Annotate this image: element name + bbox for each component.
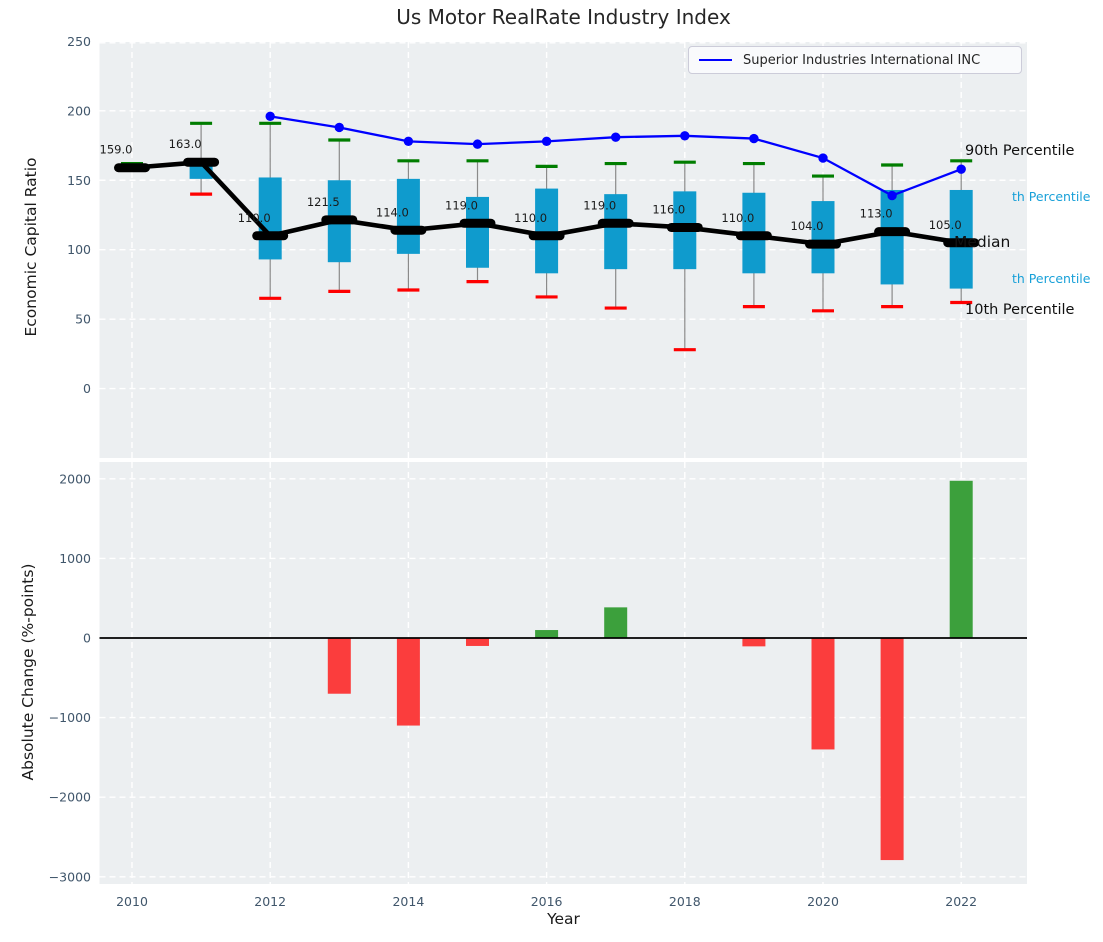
median-marker-2010: [114, 163, 150, 173]
median-marker-2019: [735, 231, 772, 241]
change-bar-2022: [949, 480, 973, 638]
median-marker-2020: [805, 239, 841, 249]
change-bar-2020: [811, 638, 835, 750]
top-y-tick-200: 200: [67, 103, 91, 118]
median-value-label-2017: 119.0: [583, 198, 616, 212]
iqr-box-2017: [604, 194, 628, 270]
chart-title: Us Motor RealRate Industry Index: [396, 5, 731, 29]
x-tick-2016: 2016: [531, 894, 563, 909]
iqr-box-2015: [466, 196, 489, 268]
median-label: Median: [954, 233, 1011, 251]
x-tick-2010: 2010: [116, 894, 148, 909]
top-y-tick-150: 150: [67, 173, 91, 188]
change-bar-2019: [742, 638, 766, 647]
median-marker-2021: [874, 227, 911, 237]
percentile-25-label: th Percentile: [1012, 271, 1091, 286]
x-tick-2022: 2022: [945, 894, 977, 909]
change-bar-2014: [396, 638, 420, 726]
median-marker-2013: [321, 215, 358, 225]
percentile-75-label: th Percentile: [1012, 189, 1091, 204]
median-marker-2016: [528, 231, 565, 241]
median-value-label-2021: 113.0: [860, 207, 893, 221]
top-y-tick-0: 0: [83, 381, 91, 396]
legend-line-sample: [699, 59, 732, 61]
company-point-2017: [611, 132, 621, 142]
company-point-2019: [749, 133, 759, 144]
x-tick-2020: 2020: [807, 894, 839, 909]
change-bar-2016: [535, 630, 559, 638]
company-point-2022: [956, 164, 966, 174]
x-tick-2014: 2014: [392, 894, 424, 909]
bottom-y-tick--1000: −1000: [49, 710, 91, 725]
top-y-tick-50: 50: [75, 312, 91, 327]
company-point-2020: [818, 153, 828, 163]
x-axis-label: Year: [547, 910, 580, 928]
median-value-label-2011: 163.0: [169, 137, 202, 151]
median-marker-2012: [252, 231, 289, 241]
x-tick-2012: 2012: [254, 894, 286, 909]
change-bar-2013: [327, 638, 351, 694]
percentile-10-label: 10th Percentile: [965, 302, 1075, 318]
median-marker-2018: [666, 222, 703, 232]
legend: Superior Industries International INC: [688, 46, 1022, 74]
company-point-2012: [265, 111, 275, 122]
top-y-axis-label: Economic Capital Ratio: [22, 157, 40, 337]
company-point-2013: [334, 122, 344, 133]
bottom-y-tick--2000: −2000: [49, 790, 91, 805]
median-marker-2015: [459, 218, 496, 228]
top-y-tick-250: 250: [67, 34, 91, 49]
median-value-label-2013: 121.5: [307, 195, 340, 209]
bottom-y-tick-1000: 1000: [59, 551, 91, 566]
median-marker-2022: [943, 238, 980, 248]
median-marker-2014: [390, 225, 427, 235]
median-value-label-2022: 105.0: [929, 218, 962, 232]
company-point-2014: [403, 136, 414, 147]
median-value-label-2010: 159.0: [100, 143, 133, 157]
iqr-box-2016: [535, 188, 559, 274]
bottom-y-axis-label: Absolute Change (%-points): [19, 563, 37, 781]
company-point-2018: [680, 131, 690, 141]
legend-label: Superior Industries International INC: [743, 52, 981, 68]
company-point-2016: [541, 136, 552, 147]
bottom-y-tick-0: 0: [83, 631, 91, 646]
iqr-box-2021: [880, 189, 904, 285]
change-bar-2017: [604, 607, 628, 638]
company-point-2015: [472, 139, 483, 149]
median-value-label-2014: 114.0: [376, 205, 409, 219]
median-value-label-2020: 104.0: [791, 219, 824, 233]
median-value-label-2012: 110.0: [238, 211, 271, 225]
bottom-axes-background: [99, 462, 1027, 884]
x-tick-2018: 2018: [669, 894, 701, 909]
median-value-label-2016: 110.0: [514, 211, 547, 225]
median-value-label-2019: 110.0: [721, 211, 754, 225]
median-value-label-2015: 119.0: [445, 198, 478, 212]
bottom-y-tick-2000: 2000: [59, 471, 91, 486]
company-point-2021: [887, 190, 897, 201]
iqr-box-2020: [811, 201, 835, 274]
top-y-tick-100: 100: [67, 242, 91, 257]
bottom-y-tick--3000: −3000: [49, 869, 91, 884]
change-bar-2015: [466, 638, 489, 646]
percentile-90-label: 90th Percentile: [965, 143, 1075, 159]
median-marker-2017: [597, 218, 634, 228]
median-marker-2011: [183, 157, 220, 167]
median-value-label-2018: 116.0: [652, 202, 685, 216]
iqr-box-2014: [396, 178, 420, 254]
change-bar-2021: [880, 638, 904, 861]
